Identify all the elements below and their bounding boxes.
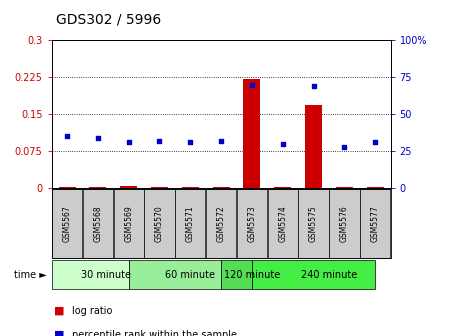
Bar bbox=[268, 189, 298, 258]
Bar bbox=[237, 189, 267, 258]
Point bbox=[372, 140, 379, 145]
Bar bbox=[52, 260, 129, 289]
Text: GSM5568: GSM5568 bbox=[93, 205, 102, 242]
Text: GSM5573: GSM5573 bbox=[247, 205, 256, 242]
Bar bbox=[221, 260, 252, 289]
Bar bbox=[336, 187, 353, 188]
Text: GSM5567: GSM5567 bbox=[62, 205, 71, 242]
Text: 120 minute: 120 minute bbox=[224, 270, 280, 280]
Bar bbox=[182, 187, 199, 188]
Text: log ratio: log ratio bbox=[72, 306, 112, 316]
Bar bbox=[252, 260, 375, 289]
Bar bbox=[206, 189, 236, 258]
Point bbox=[187, 140, 194, 145]
Bar bbox=[305, 106, 322, 188]
Point bbox=[310, 83, 317, 89]
Text: GSM5571: GSM5571 bbox=[186, 205, 195, 242]
Bar bbox=[329, 189, 360, 258]
Text: GDS302 / 5996: GDS302 / 5996 bbox=[56, 13, 161, 27]
Bar bbox=[129, 260, 221, 289]
Text: GSM5572: GSM5572 bbox=[216, 205, 226, 242]
Text: GSM5570: GSM5570 bbox=[155, 205, 164, 242]
Point bbox=[279, 141, 286, 146]
Point bbox=[341, 144, 348, 150]
Bar bbox=[151, 187, 168, 188]
Text: GSM5577: GSM5577 bbox=[371, 205, 380, 242]
Bar bbox=[274, 187, 291, 188]
Text: ■: ■ bbox=[54, 306, 64, 316]
Text: GSM5575: GSM5575 bbox=[309, 205, 318, 242]
Point bbox=[217, 138, 224, 143]
Point bbox=[94, 135, 101, 140]
Bar bbox=[360, 189, 390, 258]
Text: ■: ■ bbox=[54, 330, 64, 336]
Text: GSM5576: GSM5576 bbox=[340, 205, 349, 242]
Bar bbox=[213, 187, 229, 188]
Bar bbox=[175, 189, 205, 258]
Bar bbox=[83, 189, 113, 258]
Point bbox=[125, 140, 132, 145]
Point bbox=[248, 82, 255, 87]
Text: GSM5574: GSM5574 bbox=[278, 205, 287, 242]
Bar bbox=[114, 189, 144, 258]
Text: GSM5569: GSM5569 bbox=[124, 205, 133, 242]
Point bbox=[63, 134, 70, 139]
Bar bbox=[58, 187, 75, 188]
Bar bbox=[367, 187, 384, 188]
Point bbox=[156, 138, 163, 143]
Bar bbox=[89, 187, 106, 188]
Bar bbox=[145, 189, 175, 258]
Bar bbox=[243, 79, 260, 188]
Text: time ►: time ► bbox=[14, 270, 47, 280]
Text: percentile rank within the sample: percentile rank within the sample bbox=[72, 330, 237, 336]
Bar bbox=[52, 189, 82, 258]
Bar bbox=[120, 186, 137, 188]
Text: 60 minute: 60 minute bbox=[165, 270, 216, 280]
Text: 240 minute: 240 minute bbox=[301, 270, 357, 280]
Text: 30 minute: 30 minute bbox=[80, 270, 131, 280]
Bar bbox=[299, 189, 329, 258]
